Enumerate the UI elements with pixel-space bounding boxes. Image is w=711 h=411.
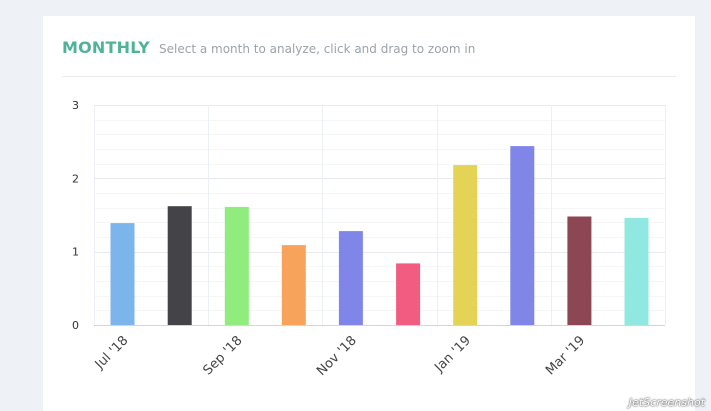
- bar-nov-18[interactable]: [338, 231, 363, 325]
- bar-jan-19[interactable]: [453, 165, 478, 325]
- bar-dec-18[interactable]: [396, 263, 421, 325]
- y-tick-label: 0: [72, 319, 79, 332]
- bar-oct-18[interactable]: [281, 245, 306, 325]
- chart-title: MONTHLY: [62, 38, 150, 57]
- monthly-chart-card: MONTHLY Select a month to analyze, click…: [43, 16, 695, 411]
- x-tick-label: Sep '18: [201, 333, 246, 378]
- bar-aug-18[interactable]: [167, 206, 192, 325]
- watermark-text: JetScreenshot: [628, 396, 705, 409]
- bar-feb-19[interactable]: [510, 146, 535, 325]
- y-tick-label: 1: [72, 246, 79, 259]
- x-tick-label: Jul '18: [92, 333, 132, 373]
- x-tick-label: Mar '19: [543, 333, 588, 378]
- chart-header: MONTHLY Select a month to analyze, click…: [62, 38, 676, 77]
- bar-sep-18[interactable]: [224, 206, 249, 325]
- bar-jul-18[interactable]: [110, 223, 135, 325]
- bar-mar-19[interactable]: [567, 216, 592, 326]
- y-tick-label: 3: [72, 99, 79, 112]
- y-tick-label: 2: [72, 172, 79, 185]
- x-tick-label: Jan '19: [431, 333, 474, 376]
- bar-apr-19[interactable]: [624, 217, 649, 325]
- chart-subtitle: Select a month to analyze, click and dra…: [159, 42, 476, 56]
- monthly-bar-chart[interactable]: 0 1 2 3 Jul '18 Sep '18 Nov '18 Jan '19 Mar '19: [43, 16, 695, 411]
- x-tick-label: Nov '18: [314, 333, 360, 379]
